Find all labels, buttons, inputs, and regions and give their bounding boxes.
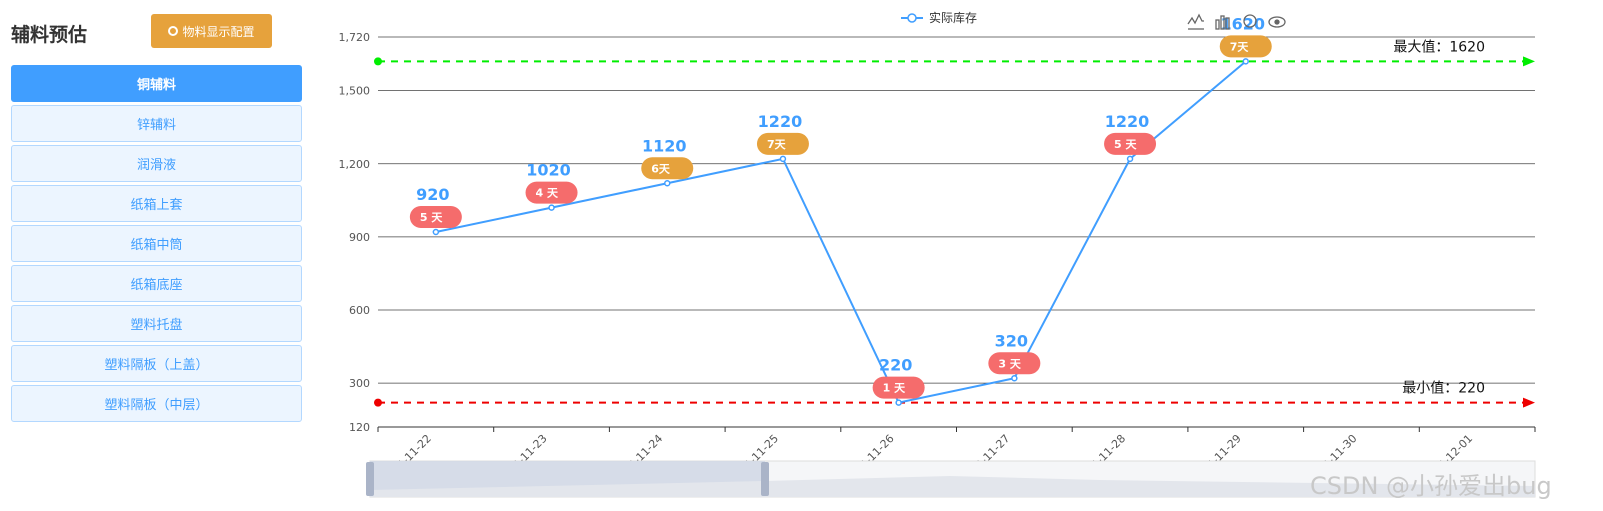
page-title: 辅料预估 <box>11 24 88 46</box>
y-tick-label: 1,200 <box>339 158 371 171</box>
day-badge <box>988 352 1041 375</box>
menu-item-2[interactable]: 润滑液 <box>11 145 302 182</box>
day-badge-label: 5 天 <box>420 211 443 224</box>
day-badge-label: 6天 <box>651 162 671 175</box>
bar-chart-icon-bar <box>1220 15 1225 30</box>
day-badge <box>409 206 462 228</box>
day-badge-label: 1 天 <box>883 382 906 395</box>
data-point <box>664 180 671 187</box>
day-badge-label: 3 天 <box>998 357 1021 370</box>
day-badge <box>525 181 578 204</box>
day-badge <box>1219 35 1272 58</box>
bar-chart-icon-bar <box>1225 17 1230 30</box>
min-markline-arrow <box>1523 397 1535 408</box>
data-label: 1220 <box>1105 112 1150 131</box>
data-label: 1220 <box>758 112 803 131</box>
data-point <box>1011 375 1018 382</box>
watermark: CSDN @小孙爱出bug <box>1310 472 1552 500</box>
max-markline-arrow <box>1523 56 1535 67</box>
day-badge <box>872 376 925 399</box>
day-badge-label: 7天 <box>767 138 787 151</box>
menu-item-5[interactable]: 纸箱底座 <box>11 265 302 302</box>
legend-marker <box>907 13 917 23</box>
restore-icon <box>1243 14 1257 28</box>
gear-icon <box>168 26 179 36</box>
config-button-label: 物料显示配置 <box>182 24 255 39</box>
data-label: 1620 <box>1220 14 1265 33</box>
menu-item-3[interactable]: 纸箱上套 <box>11 185 302 222</box>
y-tick-label: 120 <box>349 421 370 434</box>
day-badge-label: 7天 <box>1230 40 1250 53</box>
menu-item-7[interactable]: 塑料隔板（上盖） <box>11 345 302 382</box>
line-chart-icon <box>1187 13 1204 25</box>
legend-label: 实际库存 <box>929 10 977 25</box>
data-point <box>432 228 440 236</box>
min-markline-start <box>374 398 382 407</box>
data-point <box>1242 58 1249 65</box>
bar-chart-icon-bar <box>1215 19 1220 30</box>
day-badge-label: 5 天 <box>1114 138 1137 151</box>
max-markline-start <box>374 57 382 66</box>
view-data-icon-pupil <box>1274 19 1280 25</box>
sidebar: 辅料预估 物料显示配置 铜辅料 锌辅料 润滑液 纸箱上套 纸箱中筒 纸箱底座 塑料托盘 塑料隔… <box>0 0 310 511</box>
y-tick-label: 1,500 <box>339 85 371 98</box>
y-tick-label: 600 <box>349 304 370 317</box>
menu-item-0[interactable]: 铜辅料 <box>11 65 302 102</box>
max-markline-label: 最大值：1620 <box>1393 39 1485 55</box>
y-tick-label: 1,720 <box>339 31 371 44</box>
data-label: 220 <box>879 356 912 375</box>
day-badge <box>641 157 694 180</box>
menu-item-6[interactable]: 塑料托盘 <box>11 305 302 342</box>
toolbox <box>1187 13 1286 30</box>
view-data-icon <box>1268 16 1286 28</box>
bar-chart-icon <box>1215 15 1230 30</box>
data-point <box>548 204 555 211</box>
min-markline-label: 最小值：220 <box>1402 381 1485 397</box>
menu-item-8[interactable]: 塑料隔板（中层） <box>11 385 302 422</box>
datazoom-preview <box>370 476 1535 497</box>
menu-item-4[interactable]: 纸箱中筒 <box>11 225 302 262</box>
menu-item-1[interactable]: 锌辅料 <box>11 105 302 142</box>
data-label: 320 <box>995 331 1028 350</box>
series-line <box>435 60 1247 404</box>
data-label: 1120 <box>642 136 687 155</box>
day-badge <box>756 132 809 155</box>
day-badge <box>1104 132 1157 155</box>
day-badge-label: 4 天 <box>536 187 559 200</box>
material-config-button[interactable]: 物料显示配置 <box>151 14 272 48</box>
material-menu: 铜辅料 锌辅料 润滑液 纸箱上套 纸箱中筒 纸箱底座 塑料托盘 塑料隔板（上盖） 塑料隔板（中层… <box>11 65 302 425</box>
data-point <box>895 399 902 406</box>
y-tick-label: 900 <box>349 231 370 244</box>
data-label: 1020 <box>526 161 571 180</box>
datazoom-handle-left <box>366 462 374 496</box>
data-point <box>1126 155 1134 163</box>
datazoom-handle-right <box>761 462 769 496</box>
data-point <box>779 155 787 163</box>
data-label: 920 <box>416 185 449 204</box>
y-tick-label: 300 <box>349 377 370 390</box>
